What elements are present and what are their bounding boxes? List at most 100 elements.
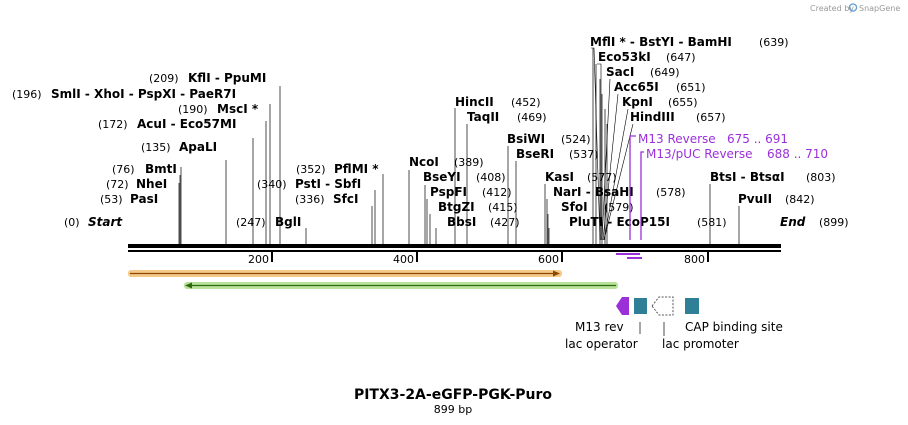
site-label-bseri: BseRI [516, 147, 554, 161]
site-pos: (53) [100, 193, 123, 206]
site-label-btsi-btsai: BtsI - BtsαI [710, 170, 785, 184]
site-pos: (389) [454, 156, 484, 169]
map-title: PITX3-2A-eGFP-PGK-Puro [354, 387, 552, 403]
site-pos: (581) [697, 216, 727, 229]
site-label-pspfi: PspFI [430, 185, 467, 199]
m13-rev-feature-icon [616, 297, 629, 315]
site-label-apali: ApaLI [179, 140, 217, 154]
site-pos: (639) [759, 36, 789, 49]
site-label-mfli-bstyi-bamhi: MflI * - BstYI - BamHI [590, 35, 732, 49]
site-pos: (415) [488, 201, 518, 214]
ruler-tick-label: 400 [393, 253, 414, 266]
site-label-pvuii: PvuII [738, 192, 772, 206]
sequence-length: 899 bp [434, 403, 472, 416]
sequence-backbone [128, 244, 781, 252]
site-label-bgli: BglI [275, 215, 301, 229]
site-label-sfci: SfcI [333, 192, 358, 206]
site-pos: (76) [112, 163, 135, 176]
site-pos: (427) [490, 216, 520, 229]
site-start-label: Start [88, 215, 123, 229]
site-pos: (135) [141, 141, 171, 154]
site-label-kfli-ppumi: KflI - PpuMI [188, 71, 266, 85]
site-pos: (247) [236, 216, 266, 229]
primer-m13-reverse-range: 675 .. 691 [727, 132, 788, 146]
site-pos: (647) [666, 51, 696, 64]
feature-label-m13-rev: M13 rev [575, 320, 624, 334]
feature-label-lac-operator: lac operator [565, 337, 638, 351]
lac-operator-feature [634, 298, 647, 314]
site-pos: (899) [819, 216, 849, 229]
site-label-acc65i: Acc65I [614, 80, 659, 94]
site-label-acui-eco57mi: AcuI - Eco57MI [137, 117, 236, 131]
site-pos: (196) [12, 88, 42, 101]
site-label-btgzi: BtgZI [438, 200, 475, 214]
site-pos: (803) [806, 171, 836, 184]
site-pos: (469) [517, 111, 547, 124]
site-label-eco53ki: Eco53kI [598, 50, 651, 64]
site-pos: (577) [587, 171, 617, 184]
site-pos: (524) [561, 133, 591, 146]
site-pos: (655) [668, 96, 698, 109]
restriction-site-labels-right: MflI * - BstYI - BamHI (639) Eco53kI (64… [590, 35, 849, 229]
feature-label-cap-binding-site: CAP binding site [685, 320, 783, 334]
ruler-tick-label: 600 [538, 253, 559, 266]
site-end-label: End [780, 215, 806, 229]
site-label-smli-xhoi-pspxi-paer7i: SmlI - XhoI - PspXI - PaeR7I [51, 87, 236, 101]
primer-labels: M13 Reverse 675 .. 691 M13/pUC Reverse 6… [616, 132, 828, 259]
site-pos: (412) [482, 186, 512, 199]
feature-label-lac-promoter: lac promoter [662, 337, 739, 351]
site-label-saci: SacI [606, 65, 634, 79]
site-pos: (408) [476, 171, 506, 184]
site-pos: (336) [295, 193, 325, 206]
site-label-ncoi: NcoI [409, 155, 439, 169]
site-leader-lines [178, 48, 740, 244]
site-pos: (537) [569, 148, 599, 161]
site-pos: (578) [656, 186, 686, 199]
site-label-pflmi: PflMI * [334, 162, 379, 176]
site-pos: (657) [696, 111, 726, 124]
site-pos: (340) [257, 178, 287, 191]
orf-bars [128, 270, 618, 289]
site-label-hindiii: HindIII [630, 110, 675, 124]
site-label-psti-sbfi: PstI - SbfI [295, 177, 361, 191]
site-label-msci: MscI * [217, 102, 259, 116]
site-label-sfoi: SfoI [561, 200, 588, 214]
site-pos: (172) [98, 118, 128, 131]
site-label-nari-bsahi: NarI - BsaHI [553, 185, 634, 199]
primer-m13-puc-reverse-label: M13/pUC Reverse [646, 147, 753, 161]
features: M13 rev lac operator lac promoter CAP bi… [565, 296, 783, 351]
site-label-kpni: KpnI [622, 95, 653, 109]
site-pos: (649) [650, 66, 680, 79]
primer-arrows [616, 253, 642, 259]
green-arrow-icon [185, 282, 192, 289]
site-label-bbsi: BbsI [447, 215, 476, 229]
site-pos: (579) [604, 201, 634, 214]
site-label-kasi: KasI [545, 170, 574, 184]
site-label-hincii: HincII [455, 95, 494, 109]
site-label-pluti-ecop15i: PluTI - EcoP15I [569, 215, 670, 229]
site-pos: (452) [511, 96, 541, 109]
orange-arrow-icon [553, 270, 560, 277]
restriction-site-labels-middle: NcoI (389) BseYI (408) PspFI (412) BtgZI… [409, 95, 727, 229]
site-label-bseyi: BseYI [423, 170, 461, 184]
site-label-taqii: TaqII [467, 110, 499, 124]
site-connector-lines [591, 47, 634, 241]
site-label-nhei: NheI [136, 177, 167, 191]
credit-brand: SnapGene [859, 4, 900, 13]
site-pos: (209) [149, 72, 179, 85]
ruler-tick-label: 800 [684, 253, 705, 266]
site-pos: (842) [785, 193, 815, 206]
lac-promoter-feature-icon [651, 296, 674, 316]
site-label-bmti: BmtI [145, 162, 177, 176]
site-label-bsiwi: BsiWI [507, 132, 545, 146]
site-pos: (0) [64, 216, 80, 229]
cap-binding-site-feature [685, 298, 699, 314]
primer-m13-puc-reverse-range: 688 .. 710 [767, 147, 828, 161]
site-pos: (190) [178, 103, 208, 116]
site-pos: (651) [676, 81, 706, 94]
site-pos: (72) [106, 178, 129, 191]
ruler-tick-label: 200 [248, 253, 269, 266]
restriction-site-labels: (0) Start (53) PasI (72) NheI (76) BmtI … [12, 71, 379, 229]
ruler: 200 400 600 800 [248, 252, 709, 266]
